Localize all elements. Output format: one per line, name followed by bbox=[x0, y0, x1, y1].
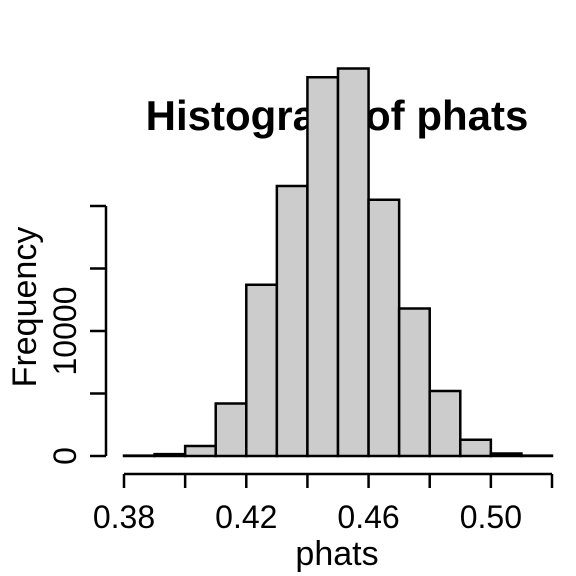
y-axis-label: Frequency bbox=[6, 227, 44, 388]
histogram-bar bbox=[214, 402, 248, 458]
x-axis-label: phats bbox=[295, 535, 378, 573]
x-axis: 0.38 0.42 0.46 0.50 bbox=[93, 472, 554, 535]
histogram-bar bbox=[489, 452, 523, 458]
histogram-bar bbox=[245, 283, 279, 458]
histogram-bar bbox=[153, 452, 187, 458]
x-tick-label: 0.38 bbox=[93, 499, 155, 535]
x-tick-label: 0.50 bbox=[460, 499, 522, 535]
y-tick-label: 10000 bbox=[47, 287, 83, 376]
y-tick-label: 0 bbox=[47, 447, 83, 465]
histogram-bar bbox=[397, 307, 431, 458]
histogram-bar bbox=[336, 67, 370, 458]
bars-group bbox=[122, 67, 554, 458]
histogram-bar bbox=[428, 389, 462, 458]
histogram-bar bbox=[275, 184, 309, 458]
y-axis: 0 10000 bbox=[47, 204, 108, 465]
histogram-bar bbox=[183, 444, 217, 458]
histogram-bar bbox=[367, 198, 401, 458]
x-tick-label: 0.42 bbox=[215, 499, 277, 535]
histogram-bar bbox=[459, 438, 493, 458]
histogram-bar bbox=[306, 76, 340, 458]
x-tick-label: 0.46 bbox=[337, 499, 399, 535]
